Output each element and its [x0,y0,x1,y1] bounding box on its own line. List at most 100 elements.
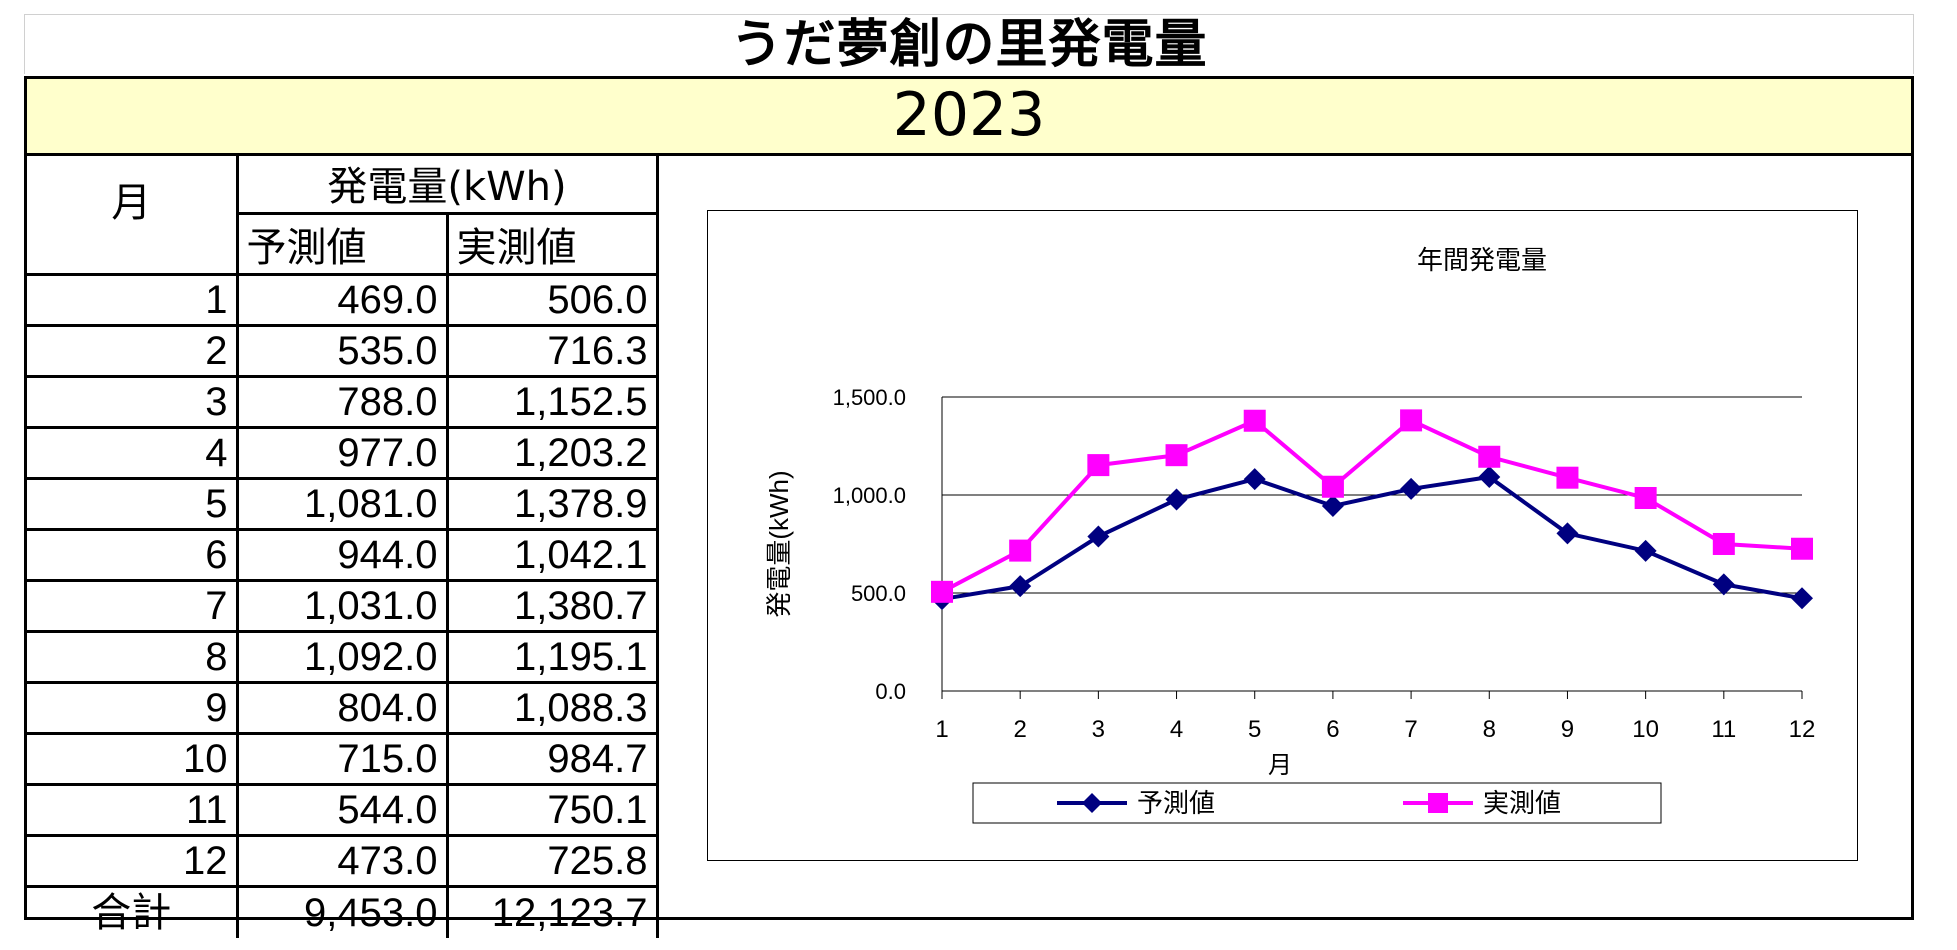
data-point-1 [1478,465,1501,488]
series-line-2 [941,418,1803,594]
cell-pred: 473.0 [235,834,449,888]
cell-actual: 506.0 [445,273,659,327]
total-pred: 9,453.0 [235,885,449,938]
cell-month: 5 [27,477,239,531]
series-line-1 [941,474,1803,602]
y-tick-label: 1,000.0 [833,483,906,508]
cell-pred: 788.0 [235,375,449,429]
power-group-header: 発電量(kWh) [235,154,659,215]
legend-label-1: 予測値 [1137,788,1215,818]
legend-label-2: 実測値 [1483,788,1561,818]
table-row: 2 535.0 716.3 [27,324,659,378]
data-point-1 [1791,587,1813,610]
data-point-2 [1321,475,1344,498]
data-point-1 [1243,468,1266,491]
data-point-2 [1400,409,1423,432]
table-row: 4 977.0 1,203.2 [27,426,659,480]
cell-pred: 715.0 [235,732,449,786]
cell-month: 9 [27,681,239,735]
data-point-2 [1712,532,1735,555]
cell-month: 2 [27,324,239,378]
data-point-2 [1243,409,1266,432]
body-frame: 月 発電量(kWh) 予測値 実測値 1 469.0 506.0 2 535.0 716.… [24,154,1914,938]
cell-actual: 1,195.1 [445,630,659,684]
cell-actual: 1,378.9 [445,477,659,531]
y-tick-label: 1,500.0 [833,385,906,410]
data-point-1 [1087,525,1110,548]
cell-pred: 1,081.0 [235,477,449,531]
table-row: 9 804.0 1,088.3 [27,681,659,735]
spreadsheet: うだ夢創の里発電量 2023 月 発電量(kWh) 予測値 実測値 1 469.0… [24,14,1914,938]
data-point-2 [1478,445,1501,468]
year-row: 2023 [24,76,1914,156]
data-point-2 [1009,539,1032,562]
table-row: 6 944.0 1,042.1 [27,528,659,582]
y-tick-label: 0.0 [875,679,906,704]
x-tick-label: 12 [1789,716,1816,743]
x-tick-label: 9 [1561,716,1574,743]
cell-pred: 1,092.0 [235,630,449,684]
data-point-1 [1712,573,1735,596]
cell-month: 1 [27,273,239,327]
cell-pred: 469.0 [235,273,449,327]
data-point-2 [1634,486,1657,509]
y-axis-label: 発電量(kWh) [764,470,794,617]
cell-month: 4 [27,426,239,480]
chart-title: 年間発電量 [1417,245,1547,275]
x-tick-label: 10 [1632,716,1659,743]
x-tick-label: 1 [935,716,948,743]
cell-month: 3 [27,375,239,429]
data-point-1 [1165,488,1188,511]
data-point-2 [1165,444,1188,467]
chart-area[interactable]: 年間発電量 0.0 500.0 1,000.0 1,500.0 1 2 3 4 5 6 7 8 9 10 11… [707,210,1858,861]
x-tick-label: 6 [1326,716,1339,743]
x-tick-label: 8 [1483,716,1496,743]
y-tick-label: 500.0 [851,581,906,606]
cell-actual: 725.8 [445,834,659,888]
data-point-1 [1009,575,1032,598]
cell-actual: 750.1 [445,783,659,837]
x-tick-label: 3 [1092,716,1105,743]
table-row: 8 1,092.0 1,195.1 [27,630,659,684]
data-point-1 [1634,539,1657,562]
legend-marker-2 [1428,793,1448,813]
cell-month: 11 [27,783,239,837]
cell-pred: 804.0 [235,681,449,735]
cell-pred: 977.0 [235,426,449,480]
title-row: うだ夢創の里発電量 [24,14,1914,75]
cell-pred: 535.0 [235,324,449,378]
data-point-1 [1400,477,1423,500]
x-tick-label: 2 [1014,716,1027,743]
x-tick-label: 7 [1404,716,1417,743]
data-point-1 [1556,522,1579,545]
cell-actual: 1,203.2 [445,426,659,480]
table-row: 7 1,031.0 1,380.7 [27,579,659,633]
month-header: 月 [27,154,239,276]
cell-month: 12 [27,834,239,888]
table-row: 3 788.0 1,152.5 [27,375,659,429]
cell-pred: 544.0 [235,783,449,837]
table-row: 1 469.0 506.0 [27,273,659,327]
cell-month: 6 [27,528,239,582]
x-axis-label: 月 [1268,752,1292,779]
cell-month: 7 [27,579,239,633]
x-tick-label: 4 [1170,716,1183,743]
table-row: 10 715.0 984.7 [27,732,659,786]
data-point-2 [1556,466,1579,489]
pred-header: 予測値 [235,212,449,276]
year-label: 2023 [892,80,1046,150]
data-point-1 [1321,494,1344,517]
cell-month: 8 [27,630,239,684]
cell-actual: 1,152.5 [445,375,659,429]
power-table: 月 発電量(kWh) 予測値 実測値 1 469.0 506.0 2 535.0 716.… [27,154,659,938]
x-tick-label: 11 [1711,716,1736,743]
data-point-2 [931,580,953,603]
data-point-2 [1087,454,1110,477]
page-title: うだ夢創の里発電量 [730,15,1208,75]
cell-actual: 716.3 [445,324,659,378]
data-point-2 [1791,537,1813,560]
cell-actual: 1,380.7 [445,579,659,633]
table-body: 1 469.0 506.0 2 535.0 716.3 3 788.0 1,152.5 4 977.… [27,273,659,888]
x-tick-label: 5 [1248,716,1261,743]
table-row: 12 473.0 725.8 [27,834,659,888]
